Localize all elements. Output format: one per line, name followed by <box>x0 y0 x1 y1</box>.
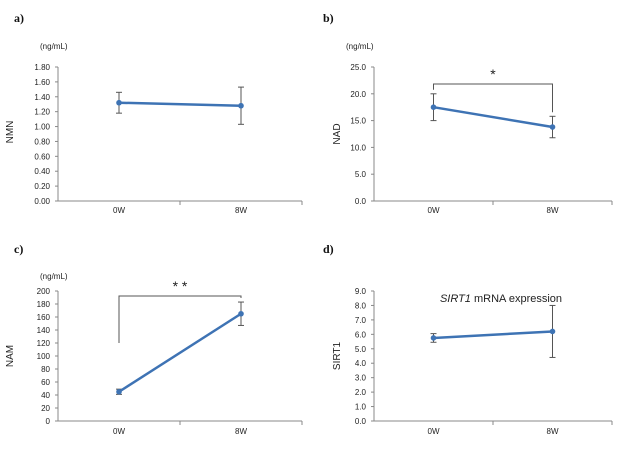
chart-panel-1: a) (ng/mL) NMN 0.00 0.20 0.40 0.60 0.80 1.00 1.20… <box>5 11 303 215</box>
panel-label: b) <box>323 11 334 25</box>
unit-label: (ng/mL) <box>40 42 68 51</box>
y-tick-label: 5.0 <box>355 345 367 354</box>
chart-title-italic: SIRT1 <box>440 293 471 305</box>
y-tick-label: 4.0 <box>355 359 367 368</box>
y-tick-label: 1.60 <box>34 78 50 87</box>
y-tick-label: 0.0 <box>355 417 367 426</box>
x-tick-label: 0W <box>113 206 125 215</box>
y-tick-label: 180 <box>37 300 51 309</box>
chart-panel-4: d) SIRT1 0.0 1.0 2.0 3.0 4.0 5.0 6.0 7.0 8.0 9.0 0W 8… <box>323 242 613 436</box>
y-tick-label: 0.40 <box>34 167 50 176</box>
y-axis-label: NAM <box>5 345 16 367</box>
significance-marker: * <box>490 66 496 82</box>
data-point <box>430 335 437 341</box>
y-tick-label: 1.80 <box>34 63 50 72</box>
significance-bracket <box>118 295 242 343</box>
y-tick-label: 40 <box>41 391 50 400</box>
series-line <box>433 105 553 129</box>
y-tick-label: 9.0 <box>355 287 367 296</box>
y-tick-label: 25.0 <box>350 63 366 72</box>
y-tick-label: 1.0 <box>355 403 367 412</box>
chart-title: SIRT1 mRNA expression <box>440 293 562 305</box>
x-tick-label: 0W <box>113 427 125 436</box>
panel-label: d) <box>323 242 334 256</box>
series-line <box>118 101 242 107</box>
unit-label: (ng/mL) <box>40 272 68 281</box>
y-tick-label: 5.0 <box>355 170 367 179</box>
x-tick-label: 8W <box>547 427 559 436</box>
y-tick-label: 2.0 <box>355 388 367 397</box>
y-tick-label: 200 <box>37 287 51 296</box>
y-tick-label: 1.20 <box>34 108 50 117</box>
y-tick-label: 15.0 <box>350 117 366 126</box>
data-point <box>116 99 122 106</box>
y-tick-label: 0.60 <box>34 152 50 161</box>
y-tick-label: 1.40 <box>34 93 50 102</box>
y-axis-label: NAD <box>332 123 343 144</box>
panel-label: a) <box>14 11 24 25</box>
y-tick-label: 80 <box>41 365 50 374</box>
significance-bracket <box>433 83 553 113</box>
data-point <box>238 310 244 317</box>
y-tick-label: 60 <box>41 378 50 387</box>
y-tick-label: 8.0 <box>355 301 367 310</box>
chart-title-rest: mRNA expression <box>471 293 562 305</box>
y-tick-label: 0.20 <box>34 182 50 191</box>
y-tick-label: 7.0 <box>355 316 367 325</box>
significance-marker: * * <box>173 278 188 294</box>
y-tick-label: 20.0 <box>350 90 366 99</box>
y-tick-label: 120 <box>37 339 51 348</box>
series-line <box>433 330 553 340</box>
chart-panel-3: c) (ng/mL) NAM 0 20 40 60 80 100 120 140 160 180 200 0… <box>5 242 303 436</box>
chart-panel-2: b) (ng/mL) NAD 0.0 5.0 10.0 15.0 20.0 25.0 0W 8W * <box>323 11 613 215</box>
x-tick-label: 8W <box>547 206 559 215</box>
y-tick-label: 100 <box>37 352 51 361</box>
data-point <box>430 104 437 110</box>
y-tick-label: 0.80 <box>34 137 50 146</box>
data-point <box>238 102 244 109</box>
data-point <box>116 388 122 395</box>
x-tick-label: 0W <box>428 206 440 215</box>
y-axis-label: NMN <box>5 121 16 144</box>
y-tick-label: 6.0 <box>355 330 367 339</box>
y-tick-label: 0 <box>46 417 51 426</box>
y-tick-label: 20 <box>41 404 50 413</box>
y-tick-label: 3.0 <box>355 374 367 383</box>
y-tick-label: 160 <box>37 313 51 322</box>
x-tick-label: 0W <box>428 427 440 436</box>
x-tick-label: 8W <box>235 427 247 436</box>
y-tick-label: 0.0 <box>355 197 367 206</box>
y-tick-label: 1.00 <box>34 123 50 132</box>
y-tick-label: 0.00 <box>34 197 50 206</box>
data-point <box>549 124 556 130</box>
y-tick-label: 10.0 <box>350 143 366 152</box>
series-line <box>118 312 242 393</box>
data-point <box>549 328 556 335</box>
y-axis-label: SIRT1 <box>332 341 343 370</box>
x-tick-label: 8W <box>235 206 247 215</box>
panel-label: c) <box>14 242 23 256</box>
unit-label: (ng/mL) <box>346 42 374 51</box>
y-tick-label: 140 <box>37 326 51 335</box>
